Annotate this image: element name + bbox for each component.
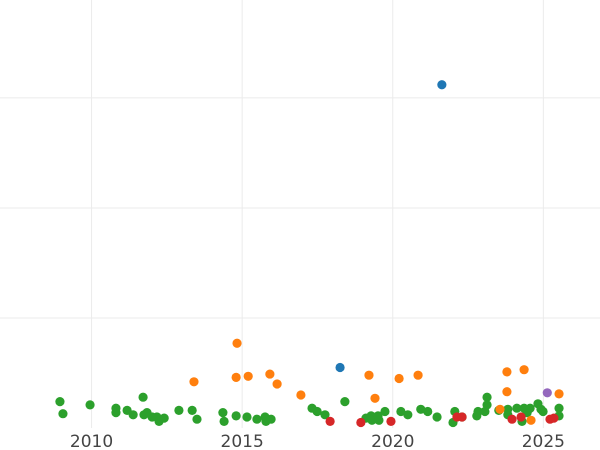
data-point <box>526 415 536 425</box>
data-point <box>380 406 390 417</box>
data-point <box>159 413 169 423</box>
data-point <box>519 365 529 375</box>
x-tick-label: 2010 <box>70 432 113 450</box>
data-point <box>507 414 517 424</box>
data-point <box>549 413 559 423</box>
data-point <box>370 393 380 403</box>
data-point <box>416 404 426 414</box>
data-point <box>356 417 366 428</box>
data-point <box>58 409 68 419</box>
data-point <box>482 400 492 410</box>
data-point <box>512 403 522 413</box>
data-point <box>394 373 404 384</box>
x-tick-label: 2015 <box>221 432 264 450</box>
data-point <box>482 392 492 402</box>
data-point <box>231 372 241 382</box>
data-point <box>554 403 564 413</box>
data-point <box>554 389 564 399</box>
data-point <box>413 370 423 380</box>
data-point <box>432 412 442 422</box>
data-point <box>111 407 121 418</box>
x-tick-label: 2020 <box>371 432 414 450</box>
data-point <box>85 400 95 410</box>
data-point <box>386 416 396 426</box>
gridlines <box>0 0 600 428</box>
data-point <box>403 410 413 420</box>
data-point <box>231 411 241 421</box>
data-point <box>296 390 306 400</box>
data-point <box>174 405 184 415</box>
data-point <box>516 412 526 422</box>
data-point <box>335 362 345 373</box>
data-point <box>538 406 548 417</box>
data-point <box>495 404 505 414</box>
data-point <box>374 415 384 425</box>
data-point <box>192 414 202 424</box>
data-point <box>55 396 65 407</box>
data-point <box>266 414 276 424</box>
data-point <box>423 406 433 417</box>
data-point <box>340 396 350 407</box>
data-point <box>325 416 335 426</box>
data-point <box>218 407 228 418</box>
data-point <box>396 406 406 417</box>
data-points <box>55 80 564 428</box>
data-point <box>252 414 262 424</box>
data-point <box>437 80 447 90</box>
data-point <box>502 387 512 397</box>
data-point <box>542 388 552 398</box>
data-point <box>128 410 138 420</box>
data-point <box>364 370 374 380</box>
data-point <box>243 371 253 381</box>
data-point <box>457 412 467 422</box>
data-point <box>242 412 252 422</box>
data-point <box>502 367 512 377</box>
x-tick-label: 2025 <box>522 432 565 450</box>
data-point <box>320 410 330 420</box>
data-point <box>232 338 242 348</box>
x-axis-ticks: 2010 2015 2020 2025 <box>70 432 565 450</box>
data-point <box>265 369 275 379</box>
data-point <box>189 377 199 387</box>
data-point <box>219 416 229 426</box>
data-point <box>473 406 483 417</box>
data-point <box>187 405 197 415</box>
data-point <box>525 403 535 413</box>
data-point <box>138 392 148 402</box>
data-point <box>272 379 282 389</box>
data-point <box>312 406 322 417</box>
